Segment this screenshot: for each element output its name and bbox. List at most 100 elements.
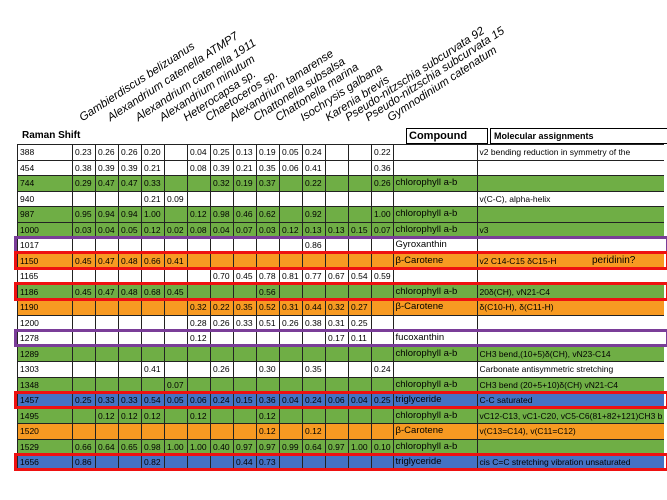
compound-cell: chlorophyll a-b — [392, 283, 478, 300]
intensity-cell — [325, 190, 349, 207]
intensity-cell: 0.25 — [348, 314, 372, 331]
raman-shift-cell: 1303 — [17, 361, 73, 378]
table-row: 1303 0.41 0.26 0.30 0.35 0.24 Carbonate antisy… — [17, 361, 665, 378]
intensity-cell: 0.97 — [233, 438, 257, 455]
table-row: 1200 0.28 0.26 0.33 0.51 0.26 0.38 0.31 0.25 — [17, 314, 665, 331]
intensity-cell — [256, 345, 280, 362]
intensity-cell — [72, 190, 96, 207]
intensity-cell: 0.94 — [95, 206, 119, 223]
intensity-cell — [72, 407, 96, 424]
intensity-cell: 0.04 — [187, 144, 211, 161]
intensity-cell: 0.48 — [118, 283, 142, 300]
intensity-cell — [164, 314, 188, 331]
molecular-assignment-cell: vC12-C13, vC1-C20, vC5-C6(81+82+121)CH3 … — [476, 407, 665, 424]
raman-shift-cell: 1200 — [17, 314, 73, 331]
intensity-cell — [279, 407, 303, 424]
intensity-cell: 0.24 — [210, 392, 234, 409]
raman-shift-cell: 1457 — [17, 392, 73, 409]
table-row: 1457 0.25 0.33 0.33 0.54 0.05 0.06 0.24 0.15 0.36… — [17, 392, 665, 409]
compound-header: Compound — [406, 128, 488, 144]
intensity-cell: 0.41 — [302, 159, 326, 176]
table-row: 1150 0.45 0.47 0.48 0.66 0.41 β-Carotene v2 C14… — [17, 252, 665, 269]
table-row: 744 0.29 0.47 0.47 0.33 0.32 0.19 0.37 0.22 0.26 c… — [17, 175, 665, 192]
intensity-cell: 0.27 — [348, 299, 372, 316]
table-row: 1520 0.12 0.12 β-Carotene v(C13=C14), v(C11=… — [17, 423, 665, 440]
intensity-cell: 0.33 — [233, 314, 257, 331]
intensity-cell — [348, 252, 372, 269]
intensity-cell — [371, 454, 394, 471]
intensity-cell: 0.73 — [256, 454, 280, 471]
intensity-cell: 0.86 — [302, 237, 326, 254]
intensity-cell — [279, 206, 303, 223]
intensity-cell: 0.07 — [233, 221, 257, 238]
intensity-cell: 0.45 — [233, 268, 257, 285]
raman-shift-cell: 940 — [17, 190, 73, 207]
intensity-cell — [210, 283, 234, 300]
intensity-cell: 0.12 — [256, 407, 280, 424]
intensity-cell — [325, 237, 349, 254]
intensity-cell — [141, 345, 165, 362]
intensity-cell: 0.12 — [118, 407, 142, 424]
intensity-cell: 0.70 — [210, 268, 234, 285]
intensity-cell — [256, 190, 280, 207]
intensity-cell — [141, 330, 165, 347]
intensity-cell: 1.00 — [348, 438, 372, 455]
intensity-cell: 0.39 — [95, 159, 119, 176]
intensity-cell — [210, 423, 234, 440]
intensity-cell — [302, 454, 326, 471]
intensity-cell — [302, 252, 326, 269]
table-row: 388 0.23 0.26 0.26 0.20 0.04 0.25 0.13 0.19 0.05 0… — [17, 144, 665, 161]
intensity-cell — [279, 423, 303, 440]
intensity-cell: 0.03 — [256, 221, 280, 238]
intensity-cell — [164, 175, 188, 192]
intensity-cell: 0.15 — [233, 392, 257, 409]
intensity-cell: 0.22 — [371, 144, 394, 161]
intensity-cell — [371, 376, 394, 393]
intensity-cell — [164, 144, 188, 161]
intensity-cell — [187, 345, 211, 362]
intensity-cell — [325, 206, 349, 223]
intensity-cell — [187, 268, 211, 285]
intensity-cell: 0.35 — [256, 159, 280, 176]
intensity-cell — [141, 376, 165, 393]
raman-shift-cell: 454 — [17, 159, 73, 176]
molecular-assignments-header: Molecular assignments — [490, 128, 667, 144]
intensity-cell — [187, 190, 211, 207]
intensity-cell — [256, 237, 280, 254]
intensity-cell: 0.92 — [302, 206, 326, 223]
intensity-cell — [95, 376, 119, 393]
intensity-cell — [118, 237, 142, 254]
molecular-assignment-cell — [476, 159, 665, 176]
intensity-cell: 0.48 — [118, 252, 142, 269]
intensity-cell — [325, 252, 349, 269]
intensity-cell: 0.33 — [118, 392, 142, 409]
raman-shift-cell: 1186 — [17, 283, 73, 300]
compound-cell — [392, 159, 478, 176]
intensity-cell: 0.06 — [325, 392, 349, 409]
intensity-cell — [233, 237, 257, 254]
intensity-cell: 0.12 — [256, 423, 280, 440]
intensity-cell — [302, 345, 326, 362]
table-row: 1495 0.12 0.12 0.12 0.12 0.12 chlorophyll a-b v… — [17, 407, 665, 424]
intensity-cell: 0.46 — [233, 206, 257, 223]
intensity-cell — [348, 407, 372, 424]
molecular-assignment-cell: CH3 bend (20+5+10)δ(CH) vN21-C4 — [476, 376, 665, 393]
intensity-cell: 0.12 — [187, 206, 211, 223]
intensity-cell: 0.66 — [72, 438, 96, 455]
intensity-cell: 0.17 — [325, 330, 349, 347]
intensity-cell: 0.41 — [164, 252, 188, 269]
intensity-cell: 0.12 — [141, 407, 165, 424]
molecular-assignment-cell: 20δ(CH), vN21-C4 — [476, 283, 665, 300]
intensity-cell — [348, 361, 372, 378]
intensity-cell — [187, 175, 211, 192]
intensity-cell: 0.97 — [325, 438, 349, 455]
intensity-cell: 0.35 — [233, 299, 257, 316]
table-row: 1000 0.03 0.04 0.05 0.12 0.02 0.08 0.04 0.07 0.03… — [17, 221, 665, 238]
intensity-cell: 1.00 — [371, 206, 394, 223]
molecular-assignment-cell: Carbonate antisymmetric stretching — [476, 361, 665, 378]
compound-cell: chlorophyll a-b — [392, 221, 478, 238]
intensity-cell — [279, 237, 303, 254]
compound-cell: chlorophyll a-b — [392, 345, 478, 362]
intensity-cell — [279, 345, 303, 362]
compound-cell — [392, 314, 478, 331]
